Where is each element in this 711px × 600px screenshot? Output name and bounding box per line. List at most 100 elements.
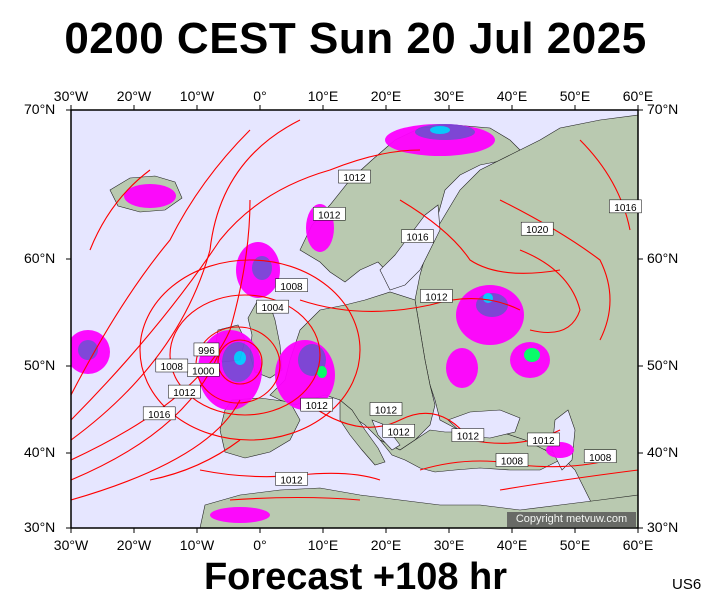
isobar-1012 <box>71 149 421 421</box>
isobar-label: 1008 <box>583 449 617 464</box>
land-italy <box>339 399 386 466</box>
lon-label-bottom: 30°W <box>53 537 89 553</box>
land-scandinavia <box>299 124 521 283</box>
isobar-label: 1012 <box>369 402 403 417</box>
lat-label-left: 70°N <box>24 101 56 117</box>
isobar-label-box <box>495 453 529 467</box>
isobar-1016-b <box>71 129 251 396</box>
isobar-label-text: 1012 <box>532 436 555 447</box>
lat-label-left: 40°N <box>24 444 56 460</box>
rain-ukraine <box>446 348 478 388</box>
lon-label-bottom: 0° <box>253 537 267 553</box>
isobar-label-text: 1016 <box>148 410 171 421</box>
isobar-label-text: 1012 <box>343 173 366 184</box>
lat-label-left: 60°N <box>24 250 56 266</box>
rain-france-heavy <box>317 366 327 378</box>
isobar-label-box <box>420 289 453 303</box>
lat-label-left: 50°N <box>24 357 56 373</box>
isobar-label: 1012 <box>300 397 333 412</box>
isobar-med-1016 <box>149 439 241 481</box>
lon-label-bottom: 30°E <box>433 537 465 553</box>
lon-label-top: 30°E <box>433 88 465 104</box>
isobar-label-text: 1020 <box>526 225 549 236</box>
lon-label-bottom: 10°W <box>179 537 215 553</box>
lon-label-top: 50°E <box>559 88 591 104</box>
land-iberia <box>219 397 301 459</box>
rain-iceland <box>124 184 176 208</box>
lon-label-top: 0° <box>253 88 267 104</box>
isobar-label: 1012 <box>168 384 201 399</box>
isobar-label-text: 1008 <box>501 457 524 468</box>
lon-label-bottom: 20°E <box>370 537 402 553</box>
isobar-label-text: 1016 <box>614 203 637 214</box>
lon-label-top: 10°W <box>179 88 215 104</box>
lon-label-top: 20°W <box>116 88 152 104</box>
isobar-south-1012 <box>309 404 561 444</box>
lat-label-right: 50°N <box>647 357 679 373</box>
isobar-label-box <box>527 432 560 447</box>
isobar-label-text: 1000 <box>192 366 215 377</box>
isobar-1016-c <box>71 199 251 461</box>
isobar-1016 <box>71 119 301 441</box>
isobar-label-box <box>193 342 220 357</box>
isobar-label-box <box>369 402 403 416</box>
isobar-label: 1000 <box>187 363 220 377</box>
isobar-label-text: 996 <box>198 346 215 357</box>
copyright-badge: Copyright metvuw.com <box>507 512 636 527</box>
lon-label-top: 20°E <box>370 88 402 104</box>
precipitation <box>71 124 574 523</box>
isobar-label: 1012 <box>527 432 560 447</box>
isobar-label: 1004 <box>256 299 289 314</box>
lat-label-right: 60°N <box>647 250 679 266</box>
lon-label-top: 10°E <box>307 88 339 104</box>
isobar-label: 1012 <box>338 169 371 184</box>
lat-label-right: 30°N <box>647 519 679 535</box>
forecast-label: Forecast +108 hr <box>203 556 508 598</box>
isobar-med-1012-b <box>229 496 361 501</box>
isobar-1004 <box>169 294 321 416</box>
lat-label-right: 70°N <box>647 101 679 117</box>
rain-lapland-heavy <box>430 126 450 134</box>
page-title: 0200 CEST Sun 20 Jul 2025 <box>64 14 647 63</box>
isobar-label-box <box>142 406 176 421</box>
isobar-label-text: 1008 <box>589 453 612 464</box>
isobar-label: 1012 <box>451 428 485 443</box>
isobar-label-text: 1016 <box>406 233 429 244</box>
isobar-label: 1012 <box>382 424 415 438</box>
isobar-label: 1008 <box>275 278 308 293</box>
isobar-label-text: 1012 <box>306 401 329 412</box>
isobar-label: 1016 <box>401 229 434 244</box>
isobar-label-text: 1012 <box>387 427 410 438</box>
map-frame <box>70 109 639 529</box>
model-label: US6 <box>672 576 702 593</box>
isobar-label: 1012 <box>420 289 453 303</box>
lon-label-top: 40°E <box>496 88 528 104</box>
isobar-label: 1016 <box>609 199 642 214</box>
isobar-label-text: 1012 <box>425 292 448 303</box>
isobar-label-text: 1012 <box>318 210 341 221</box>
isobar-label: 1008 <box>495 453 529 468</box>
isobar-label-box <box>583 449 617 463</box>
rain-libya <box>210 507 270 523</box>
isobar-east-1016-b <box>579 139 631 231</box>
isobar-label: 1020 <box>520 221 554 236</box>
isobar-1020-b <box>71 399 241 501</box>
rain-low-uk-heavy <box>234 351 246 365</box>
isobar-label-text: 1012 <box>173 388 196 399</box>
isobar-label: 1012 <box>275 472 308 486</box>
lon-label-bottom: 40°E <box>496 537 528 553</box>
isobar-label: 996 <box>193 342 220 357</box>
isobar-east-1012 <box>299 298 521 312</box>
isobar-labels: 1012101210161020101610081004101299610001… <box>142 169 642 486</box>
lon-label-top: 30°W <box>53 88 89 104</box>
isobar-label-box <box>275 278 308 292</box>
isobar-label-text: 1008 <box>280 282 303 293</box>
isobar-south-1008-b <box>499 469 638 491</box>
isobars <box>71 119 638 501</box>
rain-north-sea-core <box>252 256 272 280</box>
isobar-label-box <box>168 384 201 399</box>
isobar-label-box <box>275 472 308 486</box>
lon-label-bottom: 10°E <box>307 537 339 553</box>
lon-label-bottom: 50°E <box>559 537 591 553</box>
